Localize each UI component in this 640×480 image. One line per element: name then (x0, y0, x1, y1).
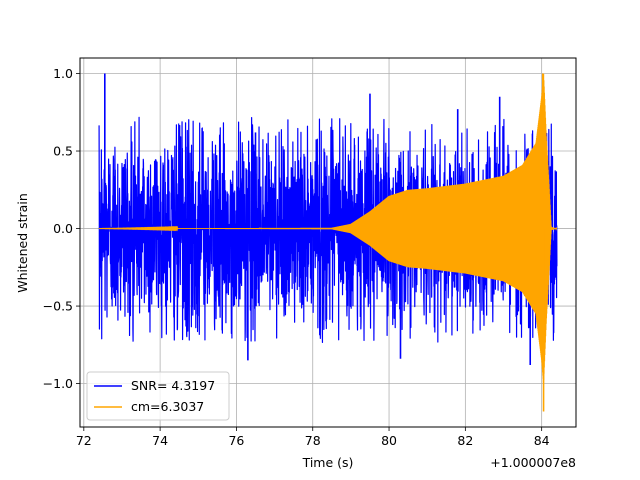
y-tick-label: −0.5 (43, 299, 73, 314)
plot-frame (79, 57, 577, 428)
y-tick-label: −1.0 (43, 376, 73, 391)
x-offset-label: +1.000007e8 (490, 455, 576, 470)
x-tick-label: 72 (76, 433, 92, 448)
legend-box (86, 371, 230, 421)
x-tick-label: 78 (305, 433, 321, 448)
x-tick-label: 74 (152, 433, 168, 448)
x-tick-label: 82 (457, 433, 473, 448)
legend-label-snr: SNR= 4.3197 (131, 378, 215, 393)
y-tick-label: 1.0 (53, 66, 73, 81)
x-tick-label: 84 (534, 433, 550, 448)
plot-area (98, 73, 558, 412)
x-tick-label: 80 (381, 433, 397, 448)
x-tick-label: 76 (228, 433, 244, 448)
y-tick-label: 0.0 (53, 221, 73, 236)
y-axis-label: Whitened strain (15, 193, 30, 292)
y-tick-label: 0.5 (53, 144, 73, 159)
series-cm-line (99, 73, 558, 383)
ticks: 72 74 76 78 80 82 84 −1.0 −0.5 0.0 0.5 1.0 (43, 66, 550, 448)
legend-label-cm: cm=6.3037 (131, 399, 204, 414)
legend: SNR= 4.3197 cm=6.3037 (86, 371, 230, 421)
series-layer (98, 73, 558, 412)
x-axis-label: Time (s) (302, 455, 354, 470)
